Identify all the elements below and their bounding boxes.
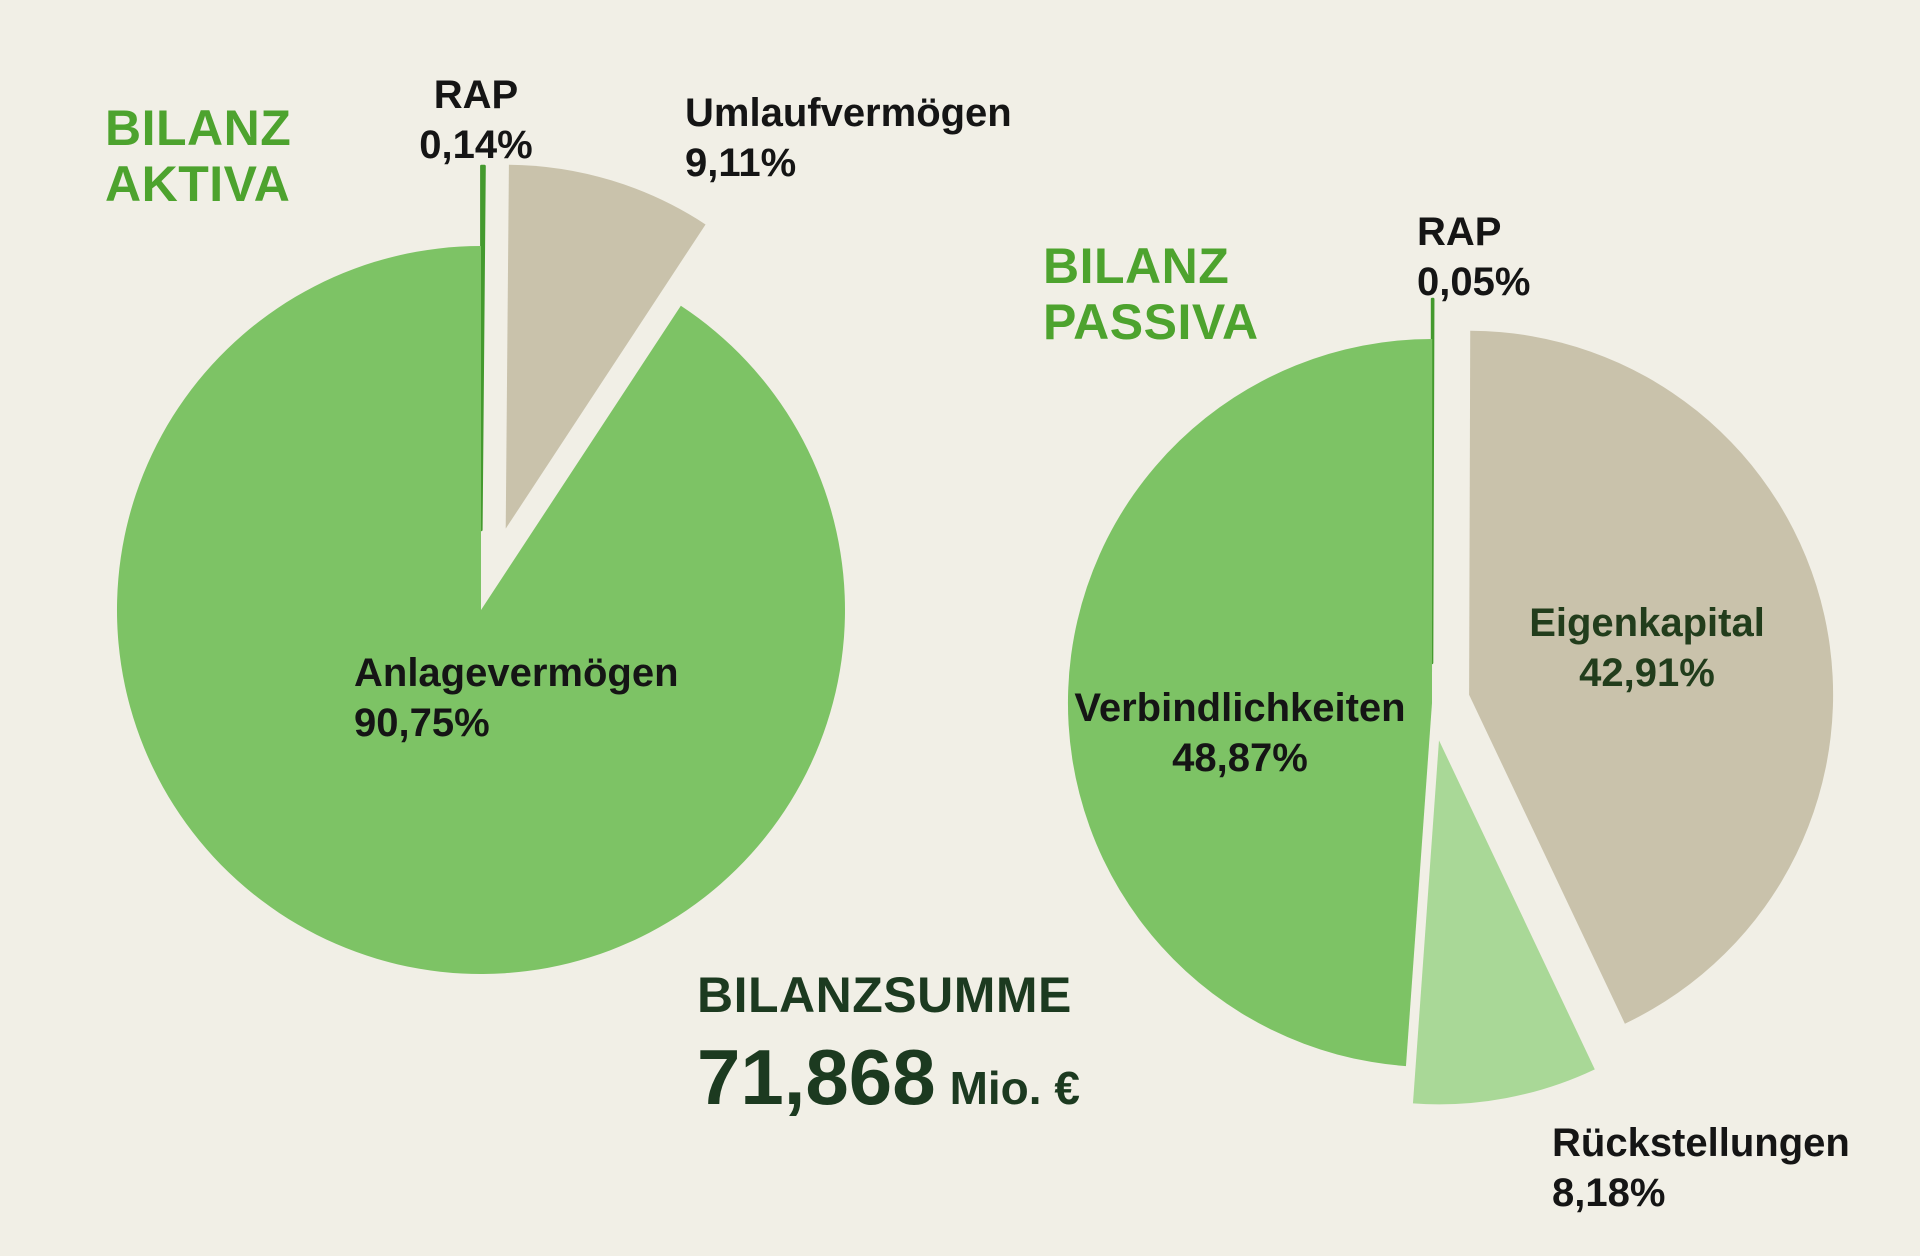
- pie-slice-bilanz-passiva-verbindlichkeiten: [1067, 338, 1433, 1067]
- label-umlaufvermoegen: Umlaufvermögen 9,11%: [685, 88, 1012, 188]
- label-rueckstellungen-name: Rückstellungen: [1552, 1121, 1850, 1165]
- chart-title-bilanz-passiva: BILANZ PASSIVA: [1043, 238, 1259, 350]
- label-eigenkapital-name: Eigenkapital: [1529, 601, 1765, 645]
- label-anlagevermoegen-name: Anlagevermögen: [354, 651, 679, 695]
- pie-slice-bilanz-aktiva-rap: [480, 164, 486, 532]
- label-rueckstellungen-value: 8,18%: [1552, 1171, 1666, 1215]
- chart-title-bilanz-aktiva: BILANZ AKTIVA: [105, 100, 291, 212]
- balance-total-unit: Mio. €: [949, 1062, 1080, 1114]
- label-anlagevermoegen-value: 90,75%: [354, 701, 490, 745]
- title-passiva-line1: BILANZ: [1043, 238, 1230, 294]
- label-verbindlichkeiten: Verbindlichkeiten 48,87%: [1074, 683, 1405, 783]
- label-verbindlichkeiten-name: Verbindlichkeiten: [1074, 686, 1406, 730]
- label-umlaufvermoegen-value: 9,11%: [685, 141, 797, 185]
- label-umlaufvermoegen-name: Umlaufvermögen: [685, 91, 1012, 135]
- title-passiva-line2: PASSIVA: [1043, 294, 1259, 350]
- label-rap-passiva: RAP 0,05%: [1417, 207, 1530, 307]
- balance-total-value: 71,868: [697, 1033, 936, 1121]
- label-eigenkapital-value: 42,91%: [1579, 651, 1715, 695]
- label-rap-passiva-name: RAP: [1417, 210, 1502, 254]
- label-anlagevermoegen: Anlagevermögen 90,75%: [354, 648, 679, 748]
- title-aktiva-line2: AKTIVA: [105, 156, 291, 212]
- pie-slice-bilanz-passiva-r-ckstellungen: [1412, 740, 1595, 1105]
- pie-slice-bilanz-aktiva-anlageverm-gen: [116, 246, 845, 975]
- pie-slice-bilanz-passiva-eigenkapital: [1469, 330, 1834, 1024]
- label-rueckstellungen: Rückstellungen 8,18%: [1552, 1118, 1850, 1218]
- label-eigenkapital: Eigenkapital 42,91%: [1529, 598, 1765, 698]
- title-aktiva-line1: BILANZ: [105, 100, 292, 156]
- label-rap-aktiva: RAP 0,14%: [419, 70, 532, 170]
- label-rap-aktiva-value: 0,14%: [419, 123, 533, 167]
- label-verbindlichkeiten-value: 48,87%: [1172, 736, 1308, 780]
- label-rap-aktiva-name: RAP: [433, 73, 519, 117]
- pie-slice-bilanz-passiva-rap: [1430, 297, 1435, 665]
- pie-slice-bilanz-aktiva-umlaufverm-gen: [505, 164, 706, 529]
- balance-total-label: BILANZSUMME: [697, 967, 1072, 1023]
- balance-total-line: 71,868 Mio. €: [697, 1032, 1080, 1123]
- label-rap-passiva-value: 0,05%: [1417, 260, 1531, 304]
- balance-total: BILANZSUMME 71,868 Mio. €: [697, 966, 1080, 1123]
